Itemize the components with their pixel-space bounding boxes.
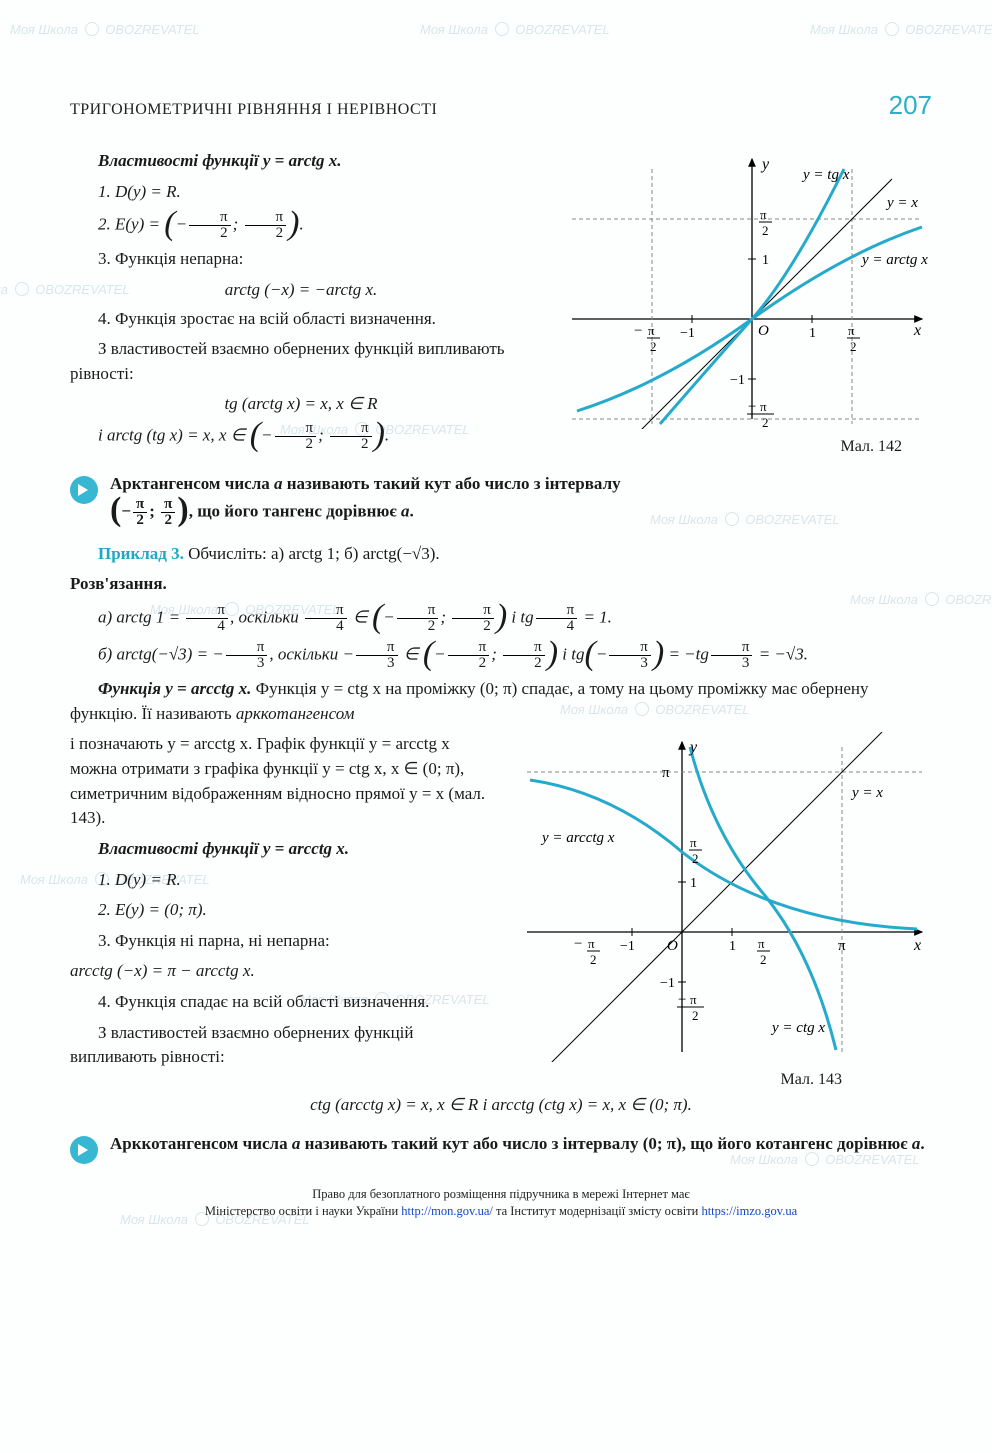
arctg-properties: Властивості функції y = arctg x. 1. D(y)…	[70, 149, 532, 458]
svg-text:π: π	[760, 399, 767, 414]
svg-text:y = tg x: y = tg x	[801, 167, 850, 183]
svg-text:1: 1	[762, 253, 769, 268]
svg-text:x: x	[913, 322, 921, 339]
svg-text:y = arctg x: y = arctg x	[860, 252, 928, 268]
svg-text:y = x: y = x	[885, 195, 918, 211]
svg-text:−1: −1	[660, 976, 675, 991]
svg-text:2: 2	[650, 339, 657, 354]
svg-text:1: 1	[729, 939, 736, 954]
mon-link[interactable]: http://mon.gov.ua/	[401, 1204, 493, 1218]
figure-142: y x O y = tg x y = x y = arctg x 1 −1 1 …	[552, 149, 932, 456]
arrow-icon	[70, 1136, 98, 1164]
fig143-caption: Мал. 143	[512, 1071, 932, 1089]
page-header: ТРИГОНОМЕТРИЧНІ РІВНЯННЯ І НЕРІВНОСТІ 20…	[70, 90, 932, 121]
svg-text:1: 1	[690, 876, 697, 891]
svg-text:−: −	[678, 992, 686, 1008]
svg-text:π: π	[648, 323, 655, 338]
arrow-icon	[70, 476, 98, 504]
svg-text:−: −	[634, 323, 642, 339]
definition-arctg: Арктангенсом числа a називають такий кут…	[70, 472, 932, 528]
example3-b: б) arctg(−√3) = −π3, оскільки −π3 ∈ (−π2…	[70, 640, 932, 671]
sec2-p5: З властивостей взаємно оберне­них функці…	[70, 1021, 492, 1070]
example3-a: а) arctg 1 = π4, оскільки π4 ∈ (−π2; π2)…	[70, 603, 932, 634]
svg-text:y: y	[760, 156, 770, 173]
imzo-link[interactable]: https://imzo.gov.ua	[701, 1204, 797, 1218]
sec2-props-title: Властивості функції y = arcctg x.	[70, 837, 492, 862]
svg-text:1: 1	[809, 326, 816, 341]
svg-text:−1: −1	[730, 373, 745, 388]
sec1-title: Властивості функції y = arctg x.	[70, 149, 532, 174]
sec2-pr2: 2. E(y) = (0; π).	[70, 898, 492, 923]
svg-text:2: 2	[692, 1008, 699, 1023]
svg-text:2: 2	[850, 339, 857, 354]
svg-text:O: O	[758, 323, 769, 339]
sec2-pr1: 1. D(y) = R.	[70, 868, 492, 893]
figure-143: y x O y = arcctg x y = x y = ctg x 1 −1 …	[512, 732, 932, 1089]
sec2-pr3a: 3. Функція ні парна, ні непарна:	[70, 929, 492, 954]
svg-text:−1: −1	[680, 326, 695, 341]
svg-text:−: −	[574, 936, 582, 952]
page-number: 207	[889, 90, 932, 121]
svg-text:2: 2	[760, 952, 767, 967]
svg-text:2: 2	[762, 223, 769, 238]
svg-text:π: π	[662, 765, 670, 781]
svg-text:y = x: y = x	[850, 785, 883, 801]
svg-text:2: 2	[590, 952, 597, 967]
sec2-pr4: 4. Функція спадає на всій області визнач…	[70, 990, 492, 1015]
sec1-p2: 2. E(y) = (−π2; π2).	[70, 210, 532, 241]
sec2-eq: ctg (arcctg x) = x, x ∈ R і arcctg (ctg …	[70, 1093, 932, 1118]
sec2-pr3b: arcctg (−x) = π − arcctg x.	[70, 959, 492, 984]
svg-text:−1: −1	[620, 939, 635, 954]
definition-arcctg: Арккотангенсом числа a називають такий к…	[70, 1132, 932, 1164]
footer-credits: Право для безоплатного розміщення підруч…	[70, 1186, 932, 1220]
svg-text:x: x	[913, 937, 921, 954]
svg-text:O: O	[667, 938, 678, 954]
svg-text:π: π	[758, 936, 765, 951]
svg-text:π: π	[588, 936, 595, 951]
arcctg-properties: і позначають y = arcctg x. Графік функці…	[70, 732, 492, 1076]
svg-text:π: π	[838, 938, 846, 954]
sec1-eq1: tg (arctg x) = x, x ∈ R	[70, 392, 532, 417]
svg-text:y: y	[688, 739, 698, 756]
example3-task: Приклад 3. Обчисліть: а) arctg 1; б) arc…	[70, 542, 932, 567]
svg-text:−: −	[748, 399, 756, 415]
svg-text:π: π	[760, 207, 767, 222]
sec2-p1: і позначають y = arcctg x. Графік функці…	[70, 732, 492, 831]
example3-solve: Розв'язання.	[70, 572, 932, 597]
arcctg-intro: Функція y = arcctg x. Функція y = ctg x …	[70, 677, 932, 726]
sec1-p3eq: arctg (−x) = −arctg x.	[70, 278, 532, 303]
svg-text:2: 2	[692, 851, 699, 866]
chapter-title: ТРИГОНОМЕТРИЧНІ РІВНЯННЯ І НЕРІВНОСТІ	[70, 101, 437, 119]
fig142-caption: Мал. 142	[552, 438, 932, 456]
sec1-p1: 1. D(y) = R.	[70, 180, 532, 205]
svg-text:y = ctg x: y = ctg x	[770, 1020, 825, 1036]
svg-text:π: π	[848, 323, 855, 338]
svg-text:π: π	[690, 835, 697, 850]
sec1-p5: З властивостей взаємно обернених функцій…	[70, 337, 532, 386]
sec1-eq2: і arctg (tg x) = x, x ∈ (−π2; π2).	[70, 421, 532, 452]
svg-text:y = arcctg x: y = arcctg x	[540, 830, 615, 846]
svg-text:2: 2	[762, 415, 769, 429]
svg-text:π: π	[690, 992, 697, 1007]
sec1-p3a: 3. Функція непарна:	[70, 247, 532, 272]
sec1-p4: 4. Функція зростає на всій області визна…	[70, 307, 532, 332]
